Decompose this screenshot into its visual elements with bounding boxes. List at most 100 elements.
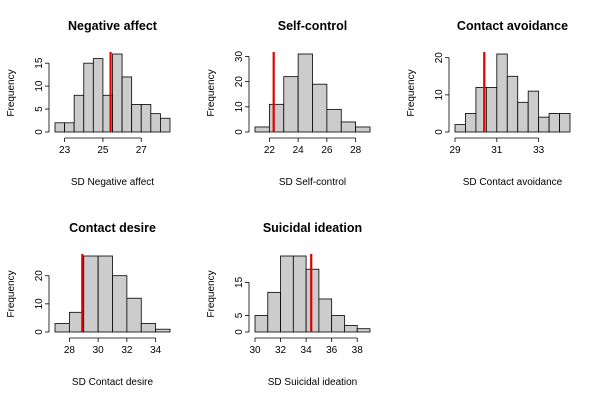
x-tick-label: 24 [293,145,305,156]
y-axis-label: Frequency [6,69,17,116]
y-tick-label: 20 [234,76,245,88]
y-tick-label: 15 [234,276,245,288]
histogram-bar [92,58,104,133]
y-axis-label: Frequency [406,69,417,116]
panel-title: Contact desire [69,221,156,235]
y-tick-label: 0 [234,329,245,335]
histogram-bar [121,76,133,133]
x-tick-label: 38 [352,345,364,356]
panel-title: Contact avoidance [457,19,568,33]
histogram-bar [254,315,269,333]
histogram-bar [355,126,371,133]
histogram-bar [318,298,333,333]
histogram-bar [548,113,560,133]
x-axis-label: SD Contact desire [72,377,154,388]
y-tick-label: 0 [234,129,245,135]
histogram-bar [54,122,65,133]
histogram-panel: Contact desire 28 30 32 34 0 10 20 SD Contact de… [6,221,171,388]
x-tick-label: 36 [326,345,338,356]
histogram-bar [155,328,171,333]
histogram-bar [496,53,508,133]
histogram-bar [280,255,294,333]
x-tick-label: 30 [93,345,105,356]
x-tick-label: 28 [64,345,76,356]
x-axis-label: SD Self-control [279,177,346,188]
panel-title: Self-control [278,19,347,33]
x-tick-label: 34 [301,345,313,356]
histogram-bar [312,83,328,133]
x-axis-label: SD Negative affect [71,177,154,188]
x-tick-label: 33 [533,145,545,156]
y-tick-label: 30 [234,51,245,63]
x-tick-label: 22 [264,145,276,156]
histogram-bar [150,113,161,133]
histogram-bar [506,75,519,133]
y-tick-label: 10 [34,298,45,310]
x-tick-label: 23 [59,145,71,156]
histogram-bar [160,117,171,133]
y-tick-label: 20 [34,270,45,282]
histogram-bar [305,268,320,333]
y-tick-label: 10 [234,101,245,113]
x-axis-label: SD Suicidal ideation [268,377,358,388]
histogram-bar [331,315,345,333]
histogram-panel: Suicidal ideation 30 32 34 36 38 0 5 15 SD Suicid… [206,221,371,388]
histogram-bar [54,323,70,333]
histogram-bar [267,291,281,333]
histogram-bar [356,328,371,333]
histogram-bar [340,121,357,133]
histogram-bar [140,323,157,333]
y-tick-label: 5 [234,312,245,318]
x-tick-label: 34 [150,345,162,356]
histogram-bar [465,113,477,133]
x-tick-label: 27 [136,145,148,156]
histogram-bar [527,90,540,133]
histogram-bar [292,255,307,333]
histogram-bar [326,108,342,133]
y-tick-label: 15 [34,57,45,69]
histogram-bar [283,76,299,133]
histogram-bar [454,124,466,133]
histogram-panel: Contact avoidance 29 31 33 0 10 20 SD Contact a… [406,19,571,188]
histogram-bar [73,94,85,133]
x-tick-label: 31 [491,145,503,156]
histogram-bar [344,324,358,333]
y-tick-label: 20 [434,52,445,64]
x-tick-label: 25 [97,145,109,156]
histogram-bar [83,255,99,333]
panel-title: Negative affect [68,19,158,33]
histogram-bar [112,275,128,333]
x-tick-label: 28 [350,145,362,156]
y-tick-label: 0 [34,329,45,335]
histogram-bar [517,101,529,133]
y-tick-label: 5 [34,106,45,112]
histogram-panel: Self-control 22 24 26 28 0 10 20 30 SD Self-contr… [206,19,371,188]
x-tick-label: 32 [121,345,133,356]
y-tick-label: 0 [34,129,45,135]
y-axis-label: Frequency [206,270,217,317]
histogram-bar [112,53,123,133]
histogram-bar [126,297,142,333]
histogram-bar [83,62,94,133]
x-axis-label: SD Contact avoidance [463,177,563,188]
panel-title: Suicidal ideation [263,221,362,235]
y-tick-label: 10 [434,89,445,101]
histogram-bar [254,126,270,133]
histogram-panel: Negative affect 23 25 27 0 5 10 15 SD Negative a… [6,19,171,188]
histogram-bar [97,255,113,333]
y-tick-label: 10 [34,80,45,92]
x-tick-label: 30 [249,345,261,356]
histogram-bar [297,53,313,133]
y-tick-label: 0 [434,129,445,135]
x-tick-label: 32 [275,345,287,356]
histogram-bar [140,104,152,133]
x-tick-label: 29 [449,145,461,156]
histogram-bar [64,122,75,133]
histogram-bar [131,104,142,133]
histogram-bar [538,116,550,133]
histogram-bar [268,103,285,133]
y-axis-label: Frequency [6,270,17,317]
y-axis-label: Frequency [206,69,217,116]
x-tick-label: 26 [321,145,333,156]
